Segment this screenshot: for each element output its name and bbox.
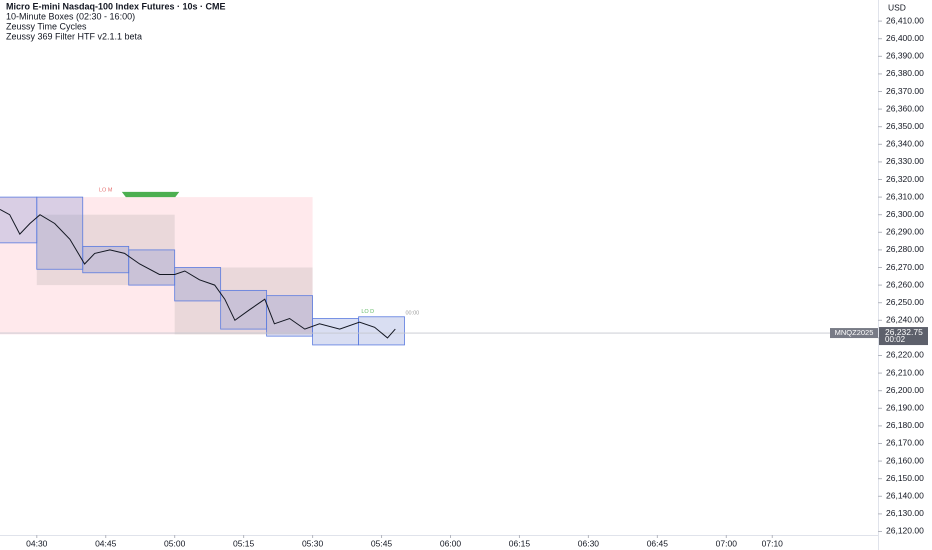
ten-minute-box — [266, 295, 313, 337]
ten-minute-box — [312, 318, 359, 346]
y-tick-label: 26,390.00 — [886, 51, 924, 61]
chart-title: Micro E-mini Nasdaq-100 Index Futures · … — [6, 1, 226, 11]
y-tick-label: 26,290.00 — [886, 227, 924, 237]
y-tick-label: 26,250.00 — [886, 297, 924, 307]
y-tick-label: 26,160.00 — [886, 455, 924, 465]
y-tick-label: 26,400.00 — [886, 33, 924, 43]
ten-minute-box — [220, 289, 268, 330]
indicator-name: 10-Minute Boxes (02:30 - 16:00) — [6, 11, 135, 21]
y-tick-label: 26,150.00 — [886, 473, 924, 483]
y-tick-label: 26,260.00 — [886, 279, 924, 289]
signal-marker — [121, 191, 180, 198]
symbol-tag: MNQZ2025 — [835, 328, 874, 337]
symbol-tag-bg — [830, 328, 878, 339]
y-tick-label: 26,140.00 — [886, 491, 924, 501]
ten-minute-box — [36, 196, 84, 270]
x-tick-label: 07:10 — [762, 538, 784, 548]
y-tick-label: 26,210.00 — [886, 367, 924, 377]
y-tick-label: 26,300.00 — [886, 209, 924, 219]
x-tick-label: 05:15 — [233, 538, 255, 548]
x-tick-label: 05:30 — [302, 538, 324, 548]
indicator-name: Zeussy Time Cycles — [6, 21, 87, 31]
y-tick-label: 26,350.00 — [886, 121, 924, 131]
y-tick-label: 26,410.00 — [886, 15, 924, 25]
y-tick-label: 26,360.00 — [886, 103, 924, 113]
plot-area: LO M LO D 00:00 — [0, 188, 878, 346]
ten-minute-box — [82, 245, 130, 274]
y-tick-label: 26,130.00 — [886, 508, 924, 518]
y-tick-label: 26,120.00 — [886, 526, 924, 536]
annotation: LO D — [361, 309, 374, 315]
y-tick-label: 26,200.00 — [886, 385, 924, 395]
y-tick-label: 26,370.00 — [886, 86, 924, 96]
ten-minute-box — [0, 196, 38, 244]
annotation: LO M — [99, 188, 113, 194]
x-tick-label: 04:45 — [95, 538, 117, 548]
session-box — [0, 197, 313, 335]
currency: USD — [888, 2, 906, 12]
ten-minute-box — [358, 316, 405, 346]
price-tag: 26,232.75 — [885, 327, 923, 337]
y-tick-label: 26,190.00 — [886, 403, 924, 413]
y-tick-label: 26,330.00 — [886, 156, 924, 166]
x-tick-label: 06:30 — [578, 538, 600, 548]
y-tick-label: 26,310.00 — [886, 191, 924, 201]
y-tick-label: 26,280.00 — [886, 244, 924, 254]
y-tick-label: 26,170.00 — [886, 438, 924, 448]
y-tick-label: 26,340.00 — [886, 139, 924, 149]
x-tick-label: 07:00 — [716, 538, 738, 548]
x-tick-label: 04:30 — [26, 538, 48, 548]
y-tick-label: 26,240.00 — [886, 315, 924, 325]
x-tick-label: 06:00 — [440, 538, 462, 548]
countdown: 00:02 — [885, 335, 906, 344]
y-tick-label: 26,180.00 — [886, 420, 924, 430]
x-tick-label: 06:15 — [509, 538, 531, 548]
indicator-name: Zeussy 369 Filter HTF v2.1.1 beta — [6, 31, 142, 41]
ten-minute-box — [128, 249, 176, 286]
y-tick-label: 26,380.00 — [886, 68, 924, 78]
y-tick-label: 26,220.00 — [886, 350, 924, 360]
price-tag-bg — [879, 327, 928, 346]
x-tick-label: 05:45 — [371, 538, 393, 548]
y-tick-label: 26,270.00 — [886, 262, 924, 272]
x-tick-label: 05:00 — [164, 538, 186, 548]
y-tick-label: 26,320.00 — [886, 174, 924, 184]
x-tick-label: 06:45 — [647, 538, 669, 548]
annotation: 00:00 — [405, 311, 419, 317]
price-line — [0, 208, 396, 339]
